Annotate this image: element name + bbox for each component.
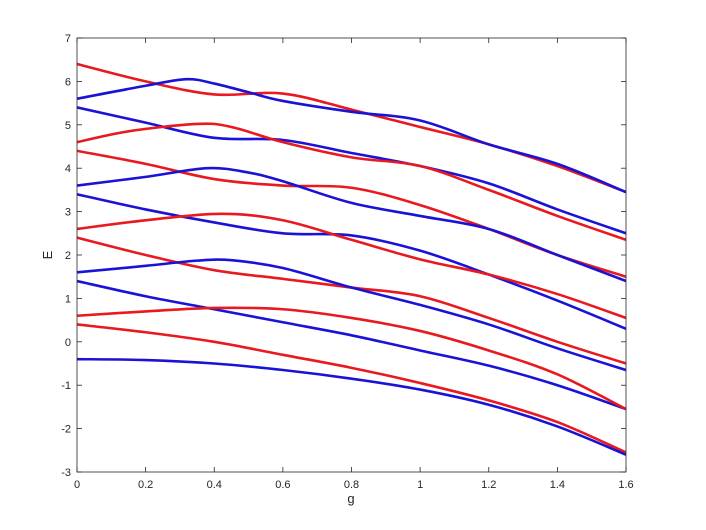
y-tick-label: 5 xyxy=(65,120,71,132)
x-tick-label: 0.8 xyxy=(344,479,359,491)
x-tick-label: 0.6 xyxy=(275,479,290,491)
y-tick-label: 6 xyxy=(65,76,71,88)
series-group xyxy=(77,62,626,456)
y-tick-label: 1 xyxy=(65,293,71,305)
blue-series-line-7 xyxy=(77,192,626,331)
blue-series-line-10 xyxy=(77,258,626,372)
red-series-line-13 xyxy=(77,323,626,454)
y-tick-label: -2 xyxy=(61,424,71,436)
blue-series-line-2 xyxy=(77,77,626,194)
y-axis-label: E xyxy=(40,250,55,259)
blue-series-line-14 xyxy=(77,357,626,456)
y-tick-label: -1 xyxy=(61,380,71,392)
blue-series-line-6 xyxy=(77,166,626,283)
y-tick-label: 3 xyxy=(65,207,71,219)
y-axis-ticks: -3 -2 -1 0 1 2 3 4 5 6 7 xyxy=(61,33,626,479)
y-tick-label: -3 xyxy=(61,467,71,479)
x-axis-ticks: 0 0.2 0.4 0.6 0.8 1 1.2 1.4 1.6 xyxy=(74,38,634,491)
x-tick-label: 1 xyxy=(417,479,423,491)
y-tick-label: 2 xyxy=(65,250,71,262)
y-tick-label: 7 xyxy=(65,33,71,45)
red-series-line-12 xyxy=(77,306,626,411)
x-tick-label: 1.2 xyxy=(481,479,496,491)
plot-background xyxy=(77,38,626,472)
red-series-line-1 xyxy=(77,62,626,194)
y-tick-label: 0 xyxy=(65,337,71,349)
x-tick-label: 0.2 xyxy=(138,479,153,491)
x-tick-label: 1.6 xyxy=(618,479,633,491)
x-tick-label: 0 xyxy=(74,479,80,491)
blue-series-line-11 xyxy=(77,279,626,411)
y-tick-label: 4 xyxy=(65,163,71,175)
x-tick-label: 1.4 xyxy=(550,479,565,491)
red-series-line-8 xyxy=(77,212,626,320)
x-axis-label: g xyxy=(347,491,354,506)
x-tick-label: 0.4 xyxy=(207,479,222,491)
red-series-line-4 xyxy=(77,122,626,242)
